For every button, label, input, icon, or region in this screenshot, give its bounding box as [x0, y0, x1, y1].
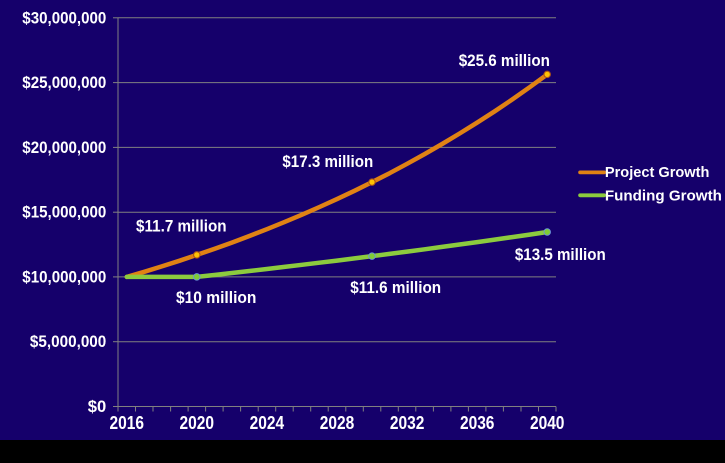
svg-text:2028: 2028	[320, 413, 355, 433]
svg-text:$25.6 million: $25.6 million	[459, 51, 550, 70]
svg-text:2036: 2036	[460, 413, 495, 433]
svg-text:2040: 2040	[530, 413, 565, 433]
svg-text:2020: 2020	[180, 413, 215, 433]
svg-text:2024: 2024	[250, 413, 285, 433]
svg-text:Project Growth: Project Growth	[605, 164, 710, 181]
svg-text:$13.5 million: $13.5 million	[515, 245, 606, 264]
svg-text:2016: 2016	[110, 413, 145, 433]
svg-text:$5,000,000: $5,000,000	[30, 332, 106, 351]
svg-text:2032: 2032	[390, 413, 425, 433]
svg-text:Funding Growth: Funding Growth	[605, 187, 722, 204]
svg-text:$11.7 million: $11.7 million	[136, 216, 227, 235]
svg-text:$17.3 million: $17.3 million	[282, 152, 373, 171]
svg-text:$25,000,000: $25,000,000	[22, 73, 106, 92]
svg-text:$15,000,000: $15,000,000	[22, 203, 106, 222]
svg-text:$10,000,000: $10,000,000	[22, 267, 106, 286]
svg-text:$10 million: $10 million	[176, 288, 257, 307]
svg-text:$0: $0	[88, 397, 107, 416]
svg-text:$30,000,000: $30,000,000	[22, 8, 106, 27]
svg-text:$11.6 million: $11.6 million	[350, 278, 441, 297]
svg-text:$20,000,000: $20,000,000	[22, 138, 106, 157]
